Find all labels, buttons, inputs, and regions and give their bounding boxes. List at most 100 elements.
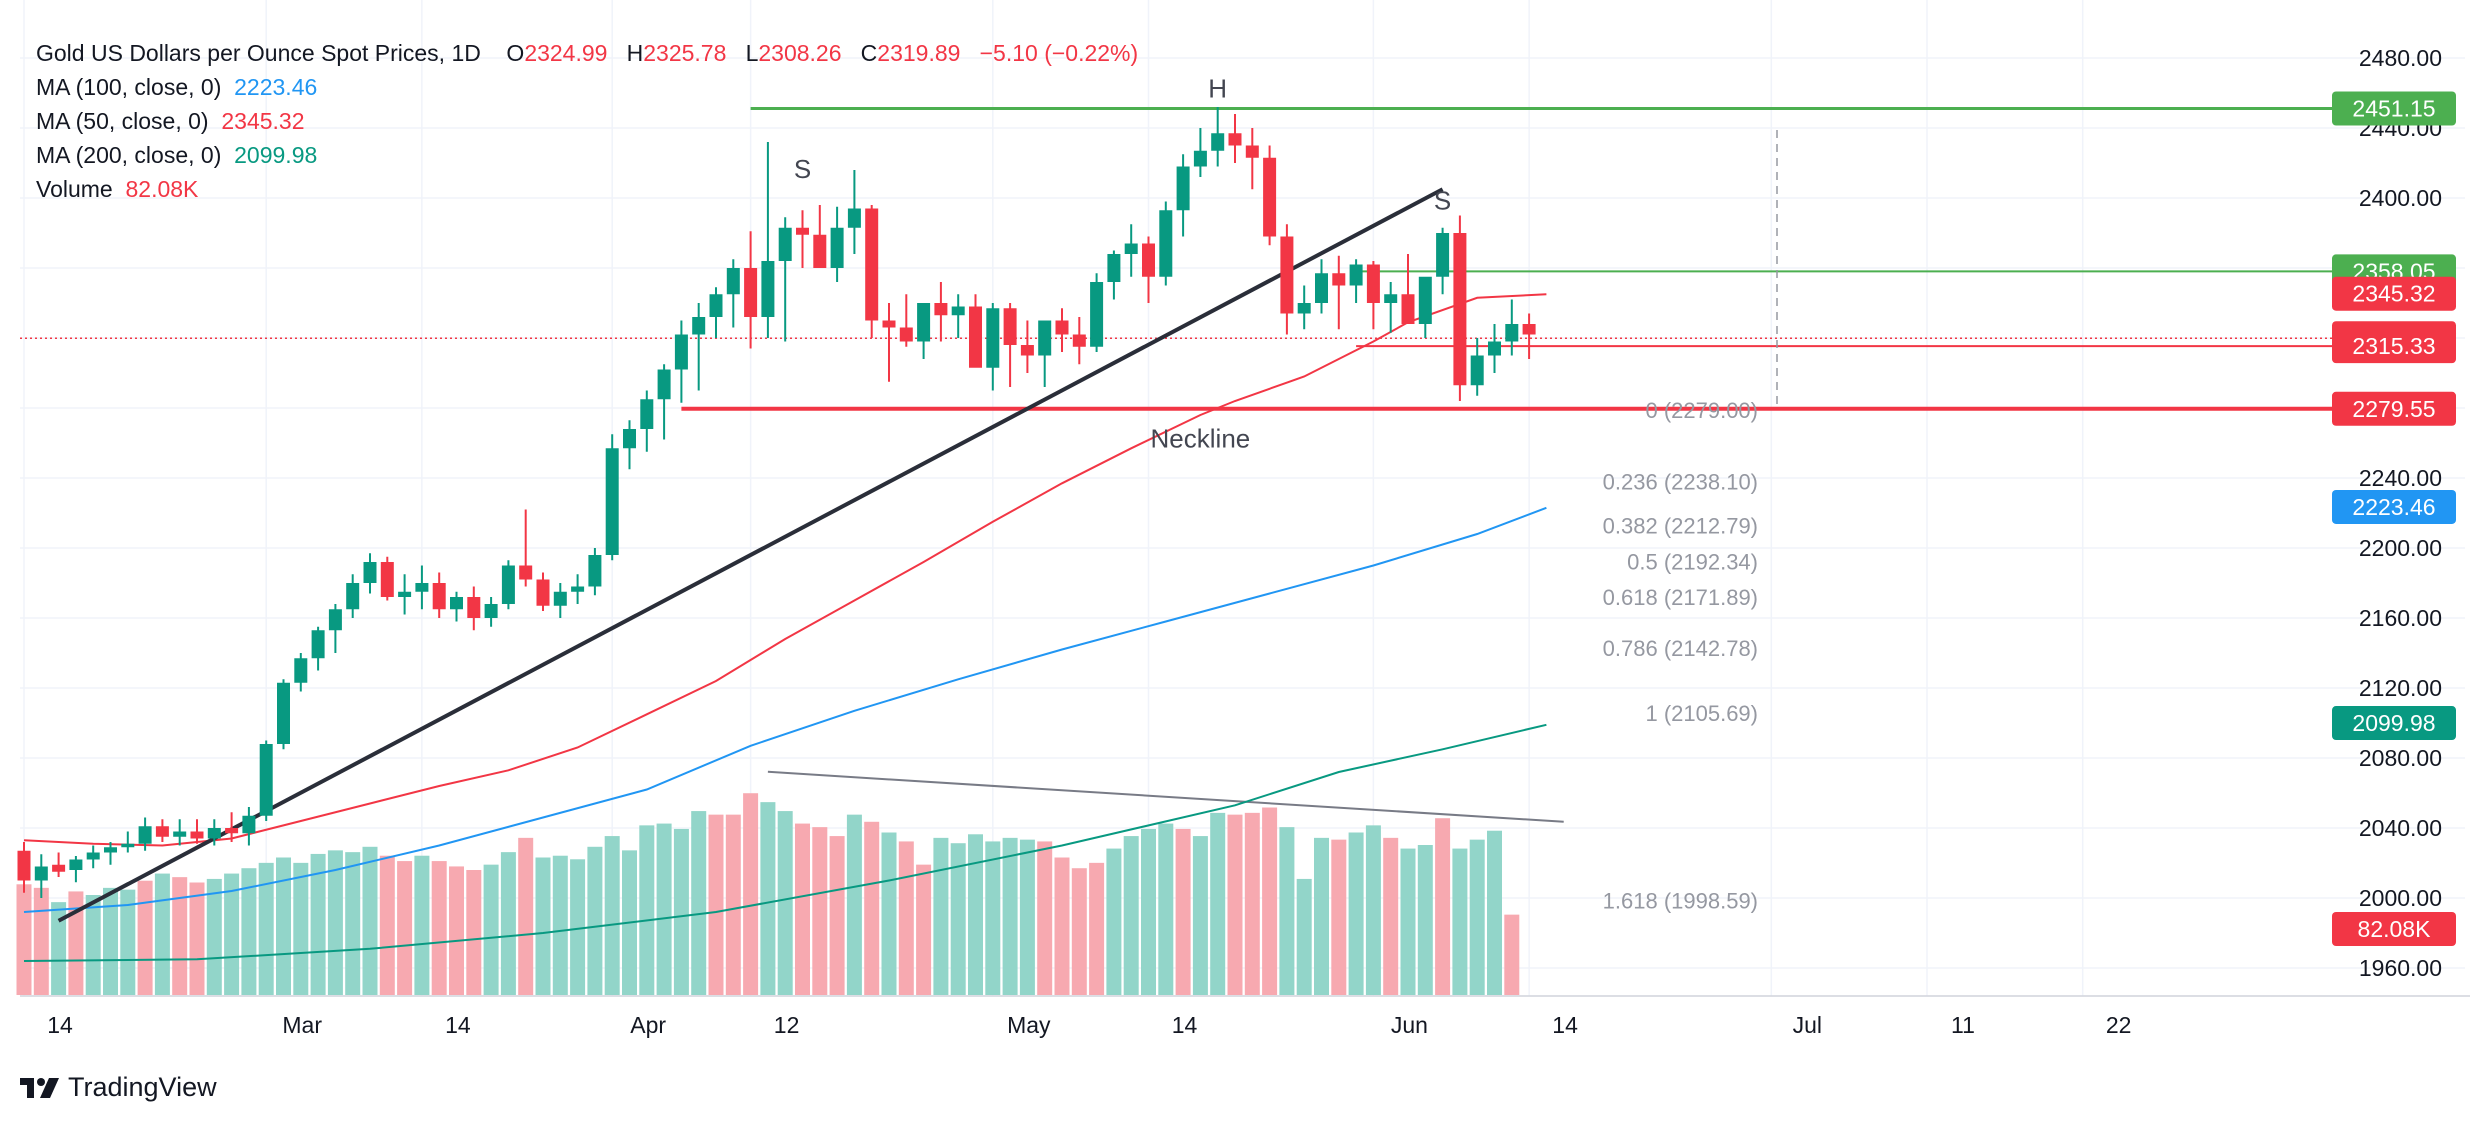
price-tag-label: 2451.15 [2352,95,2435,121]
price-tag-bg [2332,706,2456,741]
candle [623,420,636,470]
candle-body [363,562,377,583]
x-axis-tick-label: 12 [774,1012,800,1038]
candle-body [277,682,290,744]
candle [1090,273,1104,352]
candle-body [674,334,688,370]
x-axis-tick-label: Apr [630,1012,666,1038]
candle [104,842,117,865]
indicator-ma200[interactable]: MA (200, close, 0) 2099.98 [36,138,1138,172]
candle [1453,215,1467,401]
volume-bar [881,832,897,995]
tradingview-logo[interactable]: TradingView [20,1072,217,1103]
candle [277,679,290,750]
volume-bar [224,873,240,995]
candle-body [1315,273,1328,303]
candle-body [432,583,446,610]
volume-bar [137,880,153,995]
indicator-value: 2345.32 [221,108,305,134]
indicator-ma100[interactable]: MA (100, close, 0) 2223.46 [36,70,1138,104]
candle [242,807,256,846]
volume-bar [1417,845,1433,995]
candle [917,303,931,359]
candle-body [328,609,342,631]
volume-bar [500,852,516,995]
fib-level-label: 0 (2279.00) [1645,398,1758,423]
indicator-value: 2223.46 [234,74,318,100]
volume-bar [293,862,309,995]
x-axis-tick-label: 11 [1951,1012,1975,1038]
y-axis-tick-label: 2480.00 [2359,45,2442,71]
candle [1436,227,1450,295]
candle-body [1453,233,1467,386]
candle-body [207,828,221,839]
candle-body [17,850,31,881]
candle-body [726,268,740,295]
candle [173,819,187,846]
volume-bar [673,828,689,995]
candle [657,364,671,440]
candle [1193,128,1207,177]
candle-body [1003,308,1017,345]
price-tag-bg [2332,276,2456,311]
chart-legend: Gold US Dollars per Ounce Spot Prices, 1… [36,36,1138,206]
candle-body [692,317,706,335]
fib-level-label: 1.618 (1998.59) [1603,888,1758,913]
candle-body [467,597,481,618]
candle [1124,224,1138,277]
volume-bar [933,837,949,995]
candle [709,287,723,338]
candle-body [380,562,394,597]
price-tag-label: 2223.46 [2352,494,2435,520]
fib-level-label: 0.618 (2171.89) [1603,585,1758,610]
volume-bar [950,843,966,995]
candle [1003,303,1017,387]
candle [450,591,463,622]
low-value: 2308.26 [758,40,842,66]
volume-bar [1435,818,1451,995]
x-axis-tick-label: 14 [1552,1012,1578,1038]
price-tag-bg [2332,489,2456,524]
candle [225,812,239,842]
volume-bar [535,857,551,995]
indicator-ma50[interactable]: MA (50, close, 0) 2345.32 [36,104,1138,138]
candle [778,217,792,342]
price-tags: 2451.152358.052345.322319.892315.332279.… [2332,91,2456,946]
candle-body [1505,324,1519,342]
volume-bar [898,841,914,995]
price-tag: 2345.32 [2332,276,2456,311]
indicator-label: MA (100, close, 0) [36,74,222,100]
volume-bar [1037,841,1053,995]
indicator-volume[interactable]: Volume 82.08K [36,172,1138,206]
symbol-title[interactable]: Gold US Dollars per Ounce Spot Prices, 1… [36,40,481,66]
x-axis-tick-label: Jul [1793,1012,1822,1038]
volume-bar [1452,848,1468,995]
fib-level-label: 0.5 (2192.34) [1627,549,1758,574]
volume-bar [466,870,482,995]
volume-bar [587,846,603,995]
candle-body [1055,320,1069,335]
candle [1418,276,1432,338]
candle-body [969,306,982,368]
candle [1401,254,1415,324]
x-axis-tick-label: 14 [445,1012,471,1038]
candle-body [1193,150,1207,167]
candle [761,142,775,338]
pattern-annotation: H [1208,74,1227,104]
candle-body [346,583,360,610]
y-axis-tick-label: 2000.00 [2359,885,2442,911]
candle-body [259,744,273,816]
candle-body [1124,243,1138,254]
indicator-value: 82.08K [125,176,199,202]
candle [52,852,66,877]
volume-bar [154,873,170,995]
volume-bar [483,864,499,995]
volume-bar [362,846,378,995]
candle-body [744,268,758,317]
candle-body [1366,264,1380,303]
candle-body [501,565,515,604]
candle-body [761,261,775,317]
candle-body [899,327,913,342]
candle-body [1038,320,1052,356]
